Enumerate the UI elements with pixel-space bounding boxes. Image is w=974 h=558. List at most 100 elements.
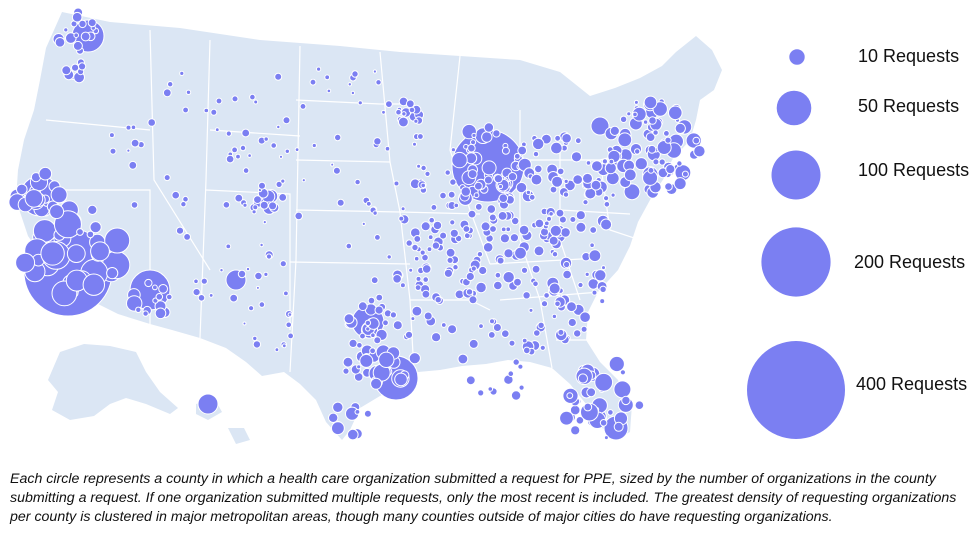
county-circle [533, 329, 541, 337]
county-circle [78, 62, 87, 71]
county-circle [476, 251, 484, 258]
county-circle [252, 204, 259, 211]
county-circle [263, 136, 269, 142]
county-circle [623, 183, 641, 201]
county-circle [658, 158, 666, 166]
county-circle [520, 266, 529, 274]
county-circle [480, 221, 491, 232]
county-circle [617, 132, 633, 148]
county-circle [575, 221, 587, 233]
county-circle [543, 292, 550, 299]
county-circle [385, 100, 393, 108]
county-circle [197, 294, 206, 302]
county-circle [108, 132, 115, 139]
county-circle [509, 233, 520, 243]
county-circle [72, 40, 83, 51]
county-circle [73, 32, 79, 39]
county-circle [481, 160, 497, 176]
county-circle [525, 189, 532, 196]
county-circle [370, 377, 383, 390]
county-circle [500, 226, 507, 233]
county-circle [508, 339, 516, 347]
county-circle [673, 177, 687, 191]
county-circle [285, 321, 293, 329]
county-circle [311, 142, 317, 149]
county-circle [242, 202, 248, 208]
county-circle [374, 305, 384, 315]
county-circle [370, 332, 376, 339]
county-circle [265, 253, 273, 260]
county-circle [515, 181, 528, 194]
county-circle [251, 209, 257, 215]
county-circle [294, 147, 300, 153]
county-circle [457, 353, 469, 365]
county-circle [282, 116, 291, 125]
county-circle [608, 158, 615, 165]
county-circle [465, 271, 475, 282]
county-circle [452, 264, 459, 271]
county-circle [345, 242, 353, 250]
county-circle [634, 400, 645, 411]
county-circle [496, 256, 505, 265]
state-border-line [205, 189, 291, 330]
county-circle [89, 221, 102, 234]
county-circle [570, 425, 581, 436]
county-circle [499, 233, 510, 244]
county-circle [363, 409, 372, 418]
state-border-line [295, 209, 401, 213]
county-circle [534, 218, 545, 229]
county-circle [411, 243, 419, 252]
county-circle [428, 216, 436, 224]
county-circle [460, 186, 471, 197]
state-border-line [199, 39, 211, 339]
county-circle [481, 131, 493, 143]
county-circle [130, 138, 140, 148]
county-circle [135, 306, 142, 313]
county-circle [125, 124, 132, 131]
legend-label-200: 200 Requests [854, 252, 966, 272]
county-circle [467, 169, 478, 180]
county-circle [359, 332, 366, 340]
county-circle [493, 174, 503, 184]
county-circle [287, 332, 295, 340]
county-circle [513, 152, 521, 160]
county-circle [601, 265, 606, 271]
county-circle [642, 119, 649, 125]
county-circle [439, 231, 448, 240]
county-circle [245, 266, 251, 272]
county-circle [559, 410, 574, 426]
county-circle [549, 224, 562, 237]
county-circle [465, 288, 474, 296]
county-circle [551, 251, 559, 258]
county-circle [575, 416, 585, 425]
county-circle [82, 273, 106, 296]
county-circle [374, 234, 381, 241]
county-circle [259, 200, 269, 210]
county-circle [372, 210, 378, 216]
county-circle [423, 311, 433, 321]
county-circle [142, 310, 149, 317]
county-circle [413, 255, 420, 262]
county-circle [175, 226, 185, 235]
state-border-line [295, 99, 400, 105]
county-circle [449, 228, 459, 238]
county-circle [422, 276, 430, 283]
county-circle [342, 367, 350, 375]
state-border-line [499, 291, 601, 301]
county-circle [590, 179, 602, 191]
county-circle [487, 331, 496, 339]
county-circle [354, 178, 361, 186]
county-circle [681, 170, 689, 178]
county-circle [87, 18, 97, 28]
county-circle [393, 180, 400, 187]
county-circle [367, 296, 376, 305]
county-circle [488, 213, 497, 222]
county-circle [432, 220, 443, 231]
legend-circle-200 [761, 227, 831, 297]
county-circle [674, 122, 686, 134]
county-circle [573, 329, 582, 338]
county-circle [507, 172, 518, 182]
county-circle [225, 243, 232, 250]
county-circle [518, 224, 530, 236]
county-circle [431, 332, 442, 343]
